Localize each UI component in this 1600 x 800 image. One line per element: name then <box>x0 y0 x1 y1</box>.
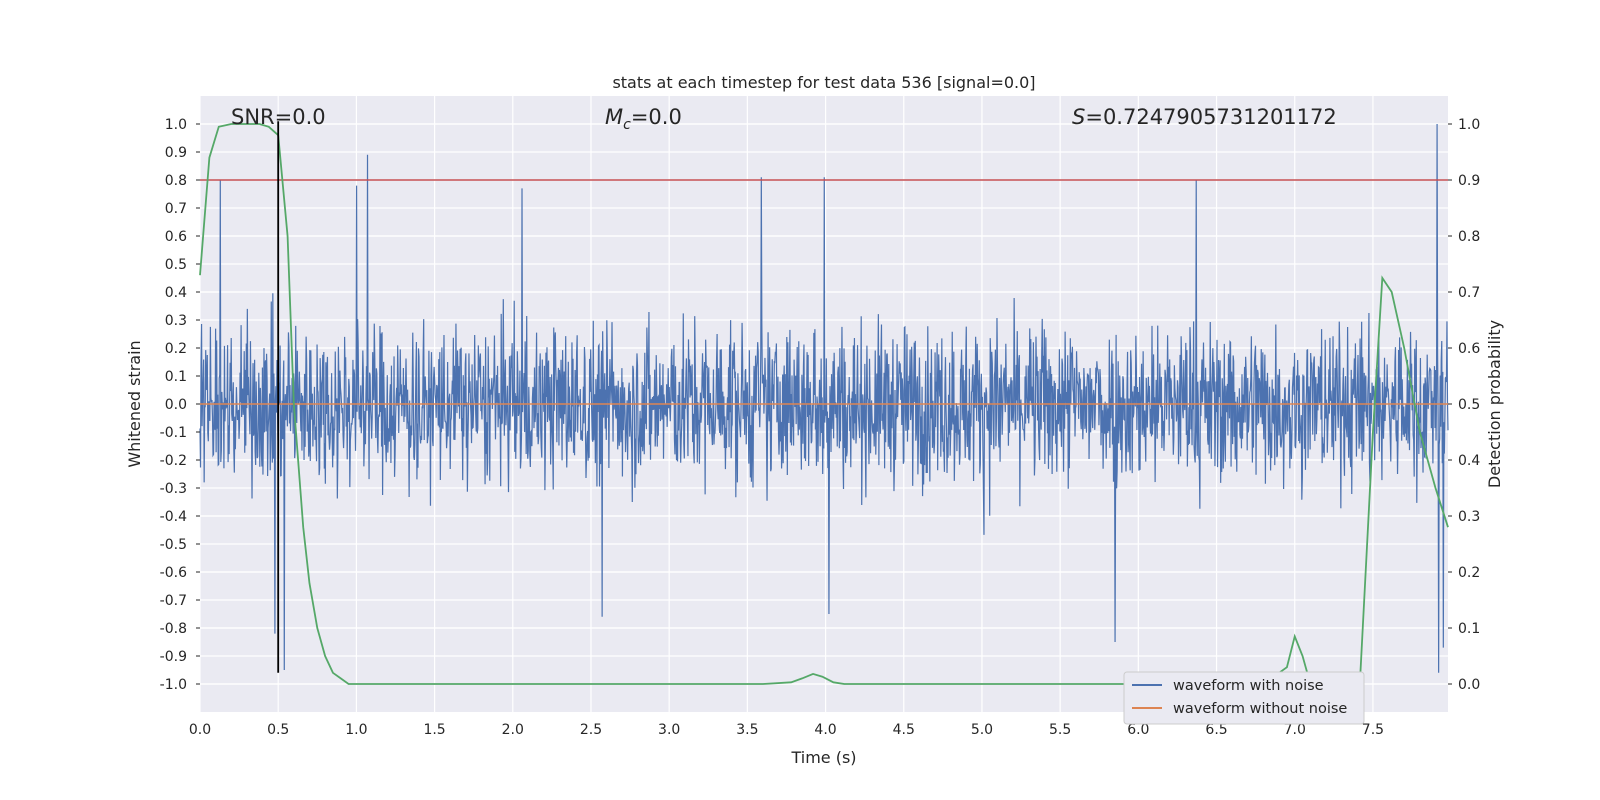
y2-tick-label: 0.1 <box>1458 621 1480 637</box>
y-tick-label: -0.7 <box>160 593 187 609</box>
score-annotation: S=0.7247905731201172 <box>1072 105 1337 129</box>
y-tick-label: 0.6 <box>165 229 187 245</box>
y2-tick-label: 1.0 <box>1458 117 1480 133</box>
y2-axis-label: Detection probability <box>1485 320 1504 488</box>
y-tick-label: -1.0 <box>160 677 187 693</box>
x-tick-label: 5.5 <box>1049 722 1071 738</box>
y-tick-label: 1.0 <box>165 117 187 133</box>
x-tick-label: 4.0 <box>814 722 836 738</box>
x-tick-label: 1.0 <box>345 722 367 738</box>
y-tick-label: -0.3 <box>160 481 187 497</box>
x-tick-label: 6.0 <box>1127 722 1149 738</box>
y2-tick-label: 0.0 <box>1458 677 1480 693</box>
y-tick-label: -0.1 <box>160 425 187 441</box>
x-tick-label: 0.5 <box>267 722 289 738</box>
y-tick-label: 0.2 <box>165 341 187 357</box>
snr-annotation: SNR=0.0 <box>231 105 326 129</box>
y-tick-label: 0.3 <box>165 313 187 329</box>
x-tick-label: 4.5 <box>893 722 915 738</box>
noisy-waveform-line <box>199 123 1449 673</box>
x-tick-label: 0.0 <box>189 722 211 738</box>
y2-tick-label: 0.4 <box>1458 453 1480 469</box>
x-tick-label: 3.5 <box>736 722 758 738</box>
y-tick-label: -0.8 <box>160 621 187 637</box>
y2-tick-label: 0.3 <box>1458 509 1480 525</box>
y-tick-label: 0.4 <box>165 285 187 301</box>
x-tick-label: 2.0 <box>502 722 524 738</box>
legend: waveform with noise waveform without noi… <box>1123 671 1365 725</box>
y-tick-label: -0.5 <box>160 537 187 553</box>
line-series <box>199 121 1449 685</box>
x-tick-label: 2.5 <box>580 722 602 738</box>
x-tick-label: 7.0 <box>1284 722 1306 738</box>
y2-tick-label: 0.8 <box>1458 229 1480 245</box>
y2-tick-label: 0.6 <box>1458 341 1480 357</box>
x-tick-label: 3.0 <box>658 722 680 738</box>
y-tick-label: 0.8 <box>165 173 187 189</box>
y-tick-label: -0.9 <box>160 649 187 665</box>
chirp-mass-symbol: M <box>605 105 623 129</box>
score-value: =0.7247905731201172 <box>1085 105 1336 129</box>
tick-labels: 0.0 0.5 1.0 1.5 2.0 2.5 3.0 3.5 4.0 4.5 5.0 5.5 6.0 6… <box>160 117 1481 738</box>
y-tick-label: 0.7 <box>165 201 187 217</box>
legend-label-clean: waveform without noise <box>1173 701 1347 717</box>
y-tick-label: -0.4 <box>160 509 187 525</box>
y-axis-label: Whitened strain <box>125 340 144 467</box>
x-tick-label: 1.5 <box>423 722 445 738</box>
legend-box <box>1123 671 1365 725</box>
y-tick-label: 0.1 <box>165 369 187 385</box>
y2-tick-label: 0.5 <box>1458 397 1480 413</box>
x-axis-label: Time (s) <box>790 748 856 767</box>
y-tick-label: -0.6 <box>160 565 187 581</box>
chart-title: stats at each timestep for test data 536… <box>612 73 1035 92</box>
y-tick-label: -0.2 <box>160 453 187 469</box>
chirp-mass-subscript: c <box>623 117 631 133</box>
x-tick-label: 7.5 <box>1362 722 1384 738</box>
y2-tick-label: 0.9 <box>1458 173 1480 189</box>
y-tick-label: 0.5 <box>165 257 187 273</box>
chirp-mass-annotation: Mc=0.0 <box>605 105 682 133</box>
y2-tick-label: 0.2 <box>1458 565 1480 581</box>
noisy-waveform-series <box>199 123 1449 673</box>
y-tick-label: 0.9 <box>165 145 187 161</box>
detection-probability-line <box>199 123 1449 685</box>
x-tick-label: 6.5 <box>1205 722 1227 738</box>
x-tick-label: 5.0 <box>971 722 993 738</box>
legend-label-noisy: waveform with noise <box>1173 678 1324 694</box>
score-symbol: S <box>1072 105 1085 129</box>
y-tick-label: 0.0 <box>165 397 187 413</box>
chirp-mass-value: =0.0 <box>631 105 682 129</box>
y2-tick-label: 0.7 <box>1458 285 1480 301</box>
